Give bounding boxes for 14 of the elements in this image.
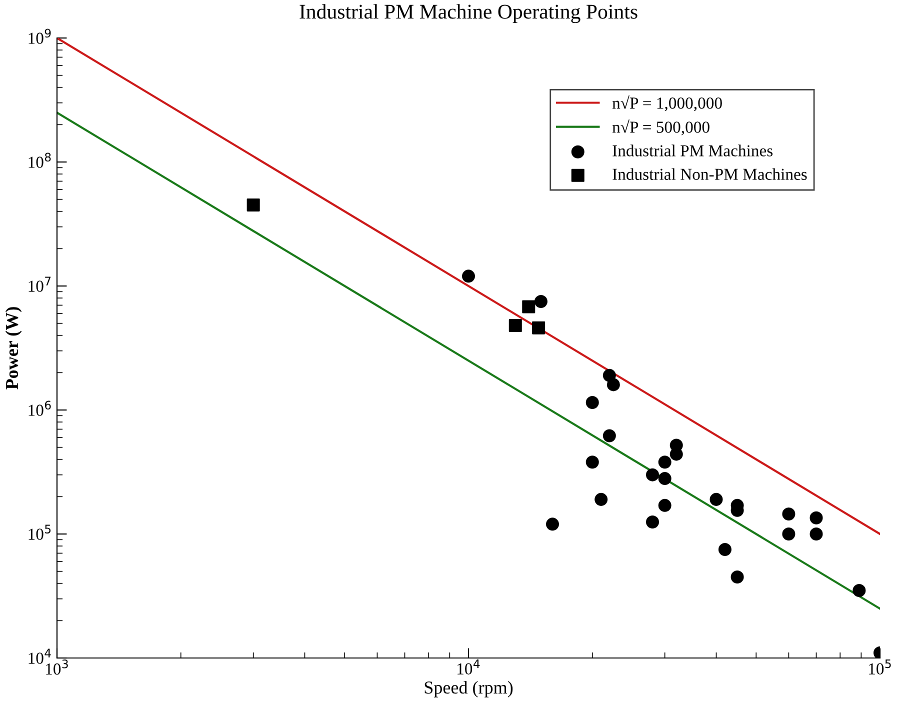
y-tick-label: 10$^{6}$ (28, 400, 51, 416)
y-tick-label: 10$^{9}$ (28, 28, 51, 44)
y-tick-label: 10$^{7}$ (28, 276, 51, 292)
y-tick-label: 10$^{5}$ (28, 524, 51, 540)
y-axis-title: Power (W) (5, 307, 22, 390)
x-tick-label: 10$^{5}$ (869, 659, 891, 675)
chart-title: Industrial PM Machine Operating Points (300, 4, 638, 24)
x-tick-label: 10$^{4}$ (458, 659, 480, 675)
x-axis-title: Speed (rpm) (424, 680, 513, 698)
legend-label: Industrial PM Machines (612, 144, 773, 156)
legend-label: n√P = 500,000 (612, 119, 710, 136)
legend-label: Industrial Non-PM Machines (612, 168, 807, 180)
legend-label: n√P = 1,000,000 (612, 95, 722, 112)
y-tick-label: 10$^{8}$ (28, 152, 51, 168)
